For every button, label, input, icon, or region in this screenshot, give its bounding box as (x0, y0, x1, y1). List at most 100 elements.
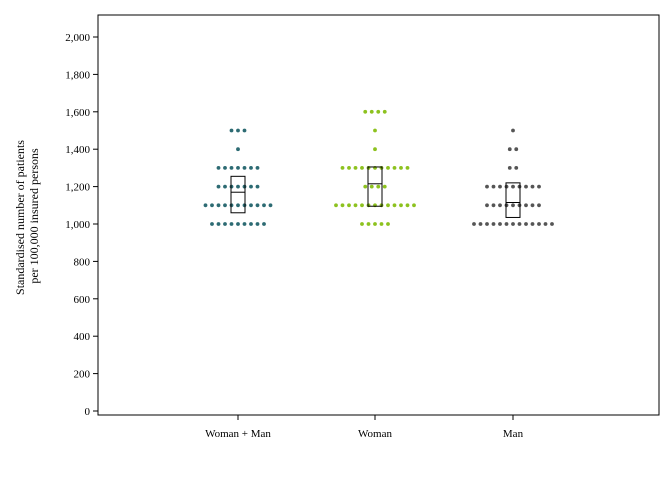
data-point (223, 203, 227, 208)
data-point (363, 109, 368, 114)
y-tick-label: 1,800 (65, 69, 90, 81)
data-point (392, 203, 397, 208)
data-point (405, 166, 410, 170)
series-group (472, 128, 554, 226)
series-layer (203, 109, 554, 226)
data-point (223, 184, 227, 189)
series-group (203, 128, 273, 226)
series-group (334, 109, 416, 226)
data-point (524, 184, 528, 189)
data-point (360, 166, 364, 170)
data-point (485, 184, 489, 189)
data-point (249, 184, 253, 189)
data-point (530, 222, 535, 226)
data-point (392, 166, 397, 170)
x-tick-label: Woman + Man (205, 428, 271, 440)
y-axis: 0 200 400 600 800 1,000 1,200 1,400 1,600 1,800 2,… (65, 32, 98, 418)
data-point (386, 222, 390, 226)
data-point (491, 184, 496, 189)
data-point (517, 222, 522, 226)
data-point (216, 203, 221, 208)
data-point (530, 184, 535, 189)
x-tick-label: Man (503, 428, 524, 440)
data-point (472, 222, 476, 226)
data-point (369, 184, 374, 189)
data-point (491, 203, 496, 208)
x-tick-label: Woman (358, 428, 392, 440)
data-point (236, 147, 240, 152)
y-axis-title-line-2: per 100,000 insured persons (27, 148, 41, 284)
data-point (478, 222, 483, 226)
data-point (334, 203, 338, 208)
data-point (236, 203, 240, 208)
y-tick-label: 1,200 (65, 182, 90, 194)
data-point (249, 203, 253, 208)
data-point (223, 222, 227, 226)
box-iqr (230, 175, 246, 214)
data-point (382, 109, 387, 114)
data-point (262, 203, 266, 208)
data-point (255, 166, 260, 170)
data-point (216, 166, 221, 170)
y-tick-label: 400 (74, 331, 91, 343)
data-point (353, 166, 358, 170)
data-point (382, 184, 387, 189)
data-point (340, 203, 345, 208)
data-point (249, 166, 253, 170)
data-point (347, 203, 351, 208)
data-point (360, 203, 364, 208)
data-point (504, 222, 509, 226)
data-point (399, 166, 403, 170)
data-point (491, 222, 496, 226)
data-point (514, 166, 519, 170)
data-point (347, 166, 351, 170)
data-point (360, 222, 364, 226)
data-point (537, 203, 541, 208)
data-point (236, 222, 240, 226)
data-point (386, 166, 390, 170)
y-tick-label: 200 (74, 369, 91, 381)
y-tick-label: 1,400 (65, 144, 90, 156)
data-point (262, 222, 266, 226)
data-point (507, 166, 512, 170)
y-tick-label: 2,000 (65, 32, 90, 44)
data-point (249, 222, 253, 226)
data-point (537, 222, 541, 226)
plot-frame (97, 14, 660, 416)
y-tick-label: 1,600 (65, 107, 90, 119)
y-axis-title: Standardised number of patients per 100,… (13, 137, 41, 295)
x-axis: Woman + Man Woman Man (205, 415, 524, 440)
data-point (242, 166, 247, 170)
data-point (363, 184, 368, 189)
y-tick-label: 800 (74, 256, 91, 268)
data-point (353, 203, 358, 208)
data-point (340, 166, 345, 170)
data-point (376, 109, 381, 114)
data-point (376, 184, 381, 189)
data-point (229, 128, 234, 133)
data-point (543, 222, 548, 226)
box-iqr (367, 166, 383, 207)
data-point (511, 128, 515, 133)
data-point (236, 184, 240, 189)
data-point (255, 184, 260, 189)
y-tick-label: 600 (74, 294, 91, 306)
data-point (524, 203, 528, 208)
data-point (373, 128, 377, 133)
data-point (242, 222, 247, 226)
y-tick-label: 0 (85, 406, 91, 418)
data-point (530, 203, 535, 208)
data-point (236, 166, 240, 170)
data-point (203, 203, 208, 208)
data-point (255, 222, 260, 226)
y-axis-title-line-1: Standardised number of patients (13, 140, 27, 295)
data-point (511, 184, 515, 189)
data-point (366, 222, 371, 226)
data-point (223, 166, 227, 170)
data-point (229, 166, 234, 170)
data-point (511, 203, 515, 208)
data-point (498, 184, 502, 189)
y-tick-label: 1,000 (65, 219, 90, 231)
data-point (550, 222, 554, 226)
